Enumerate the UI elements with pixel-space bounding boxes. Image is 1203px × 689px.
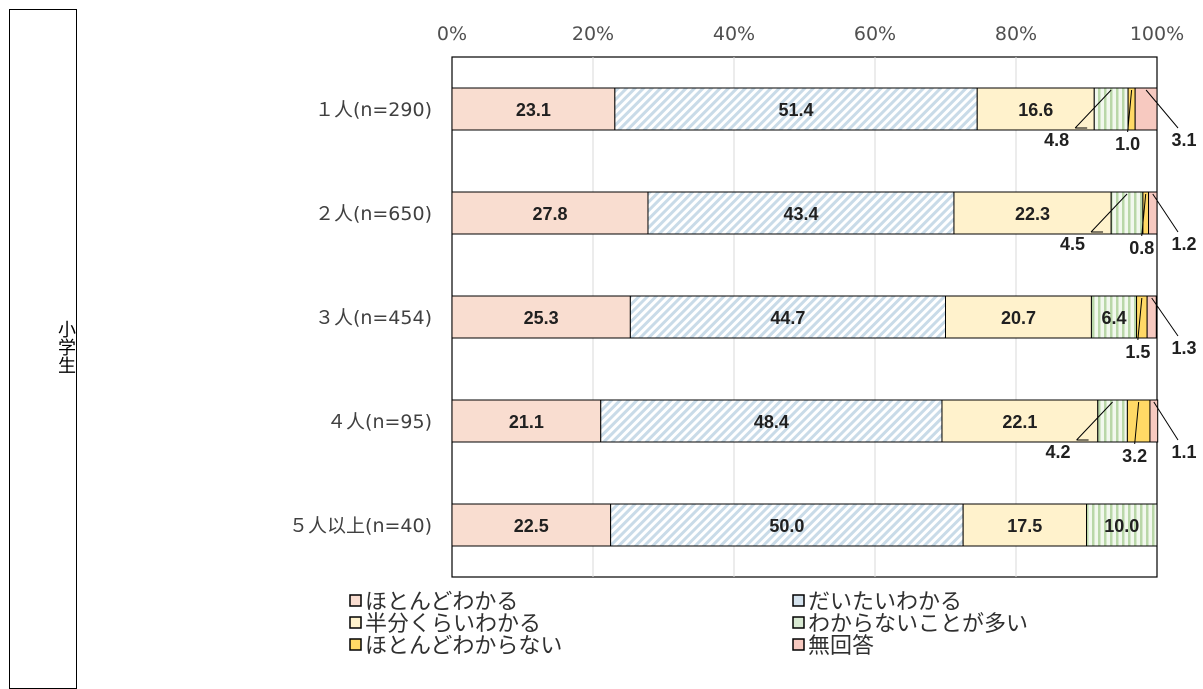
value-label: 48.4 — [754, 412, 789, 432]
bar-segment — [1110, 191, 1144, 235]
bar-segment — [1097, 399, 1128, 443]
category-label: ５人以上(n=40) — [289, 515, 432, 537]
leader-line — [1134, 401, 1140, 445]
x-tick-label: 100% — [1130, 23, 1184, 45]
legend-label: 無回答 — [808, 634, 874, 659]
legend-swatch — [349, 594, 362, 607]
category-labels: １人(n=290) ２人(n=650) ３人(n=454) ４人(n=95) ５人以上(… — [289, 99, 432, 537]
leader-line — [1152, 193, 1179, 233]
bar-segment — [451, 87, 616, 131]
legend-swatch — [792, 638, 805, 651]
value-label: 10.0 — [1104, 516, 1139, 536]
value-label: 0.8 — [1129, 238, 1154, 258]
x-tick-label: 20% — [572, 23, 614, 45]
bar-segment — [600, 399, 943, 443]
legend-label: ほとんどわかる — [365, 590, 518, 615]
leader-line — [1127, 89, 1133, 133]
bar-segment — [1093, 87, 1129, 131]
leader-line — [1151, 297, 1179, 337]
value-label: 51.4 — [779, 100, 814, 120]
legend-swatch — [349, 616, 362, 629]
leader-line — [1145, 89, 1179, 129]
bar-segment — [451, 503, 612, 547]
value-label: 20.7 — [1001, 308, 1036, 328]
bar-segment — [941, 399, 1099, 443]
value-label: 1.0 — [1115, 134, 1140, 154]
value-label: 21.1 — [509, 412, 544, 432]
category-label: ２人(n=650) — [315, 203, 432, 225]
bar-segment — [976, 87, 1095, 131]
legend-label: わからないことが多い — [808, 612, 1028, 637]
value-label: 22.5 — [514, 516, 549, 536]
category-label: ３人(n=454) — [315, 307, 432, 329]
leader-line — [1141, 193, 1147, 237]
value-label: 4.2 — [1046, 442, 1071, 462]
group-label: 小学生 — [55, 320, 76, 374]
legend-label: ほとんどわからない — [365, 634, 562, 659]
value-label: 1.5 — [1125, 342, 1150, 362]
x-tick-label: 60% — [854, 23, 896, 45]
bar-segment — [1149, 399, 1159, 443]
x-tick-label: 80% — [995, 23, 1037, 45]
bar-segment — [451, 295, 631, 339]
legend-swatch — [349, 638, 362, 651]
value-label: 27.8 — [532, 204, 567, 224]
x-tick-label: 0% — [437, 23, 467, 45]
value-label: 1.3 — [1171, 338, 1196, 358]
bar-segment — [945, 295, 1092, 339]
leader-line — [1074, 89, 1112, 129]
value-label: 43.4 — [783, 204, 818, 224]
category-label: ４人(n=95) — [327, 411, 432, 433]
value-label: 44.7 — [770, 308, 805, 328]
value-label: 22.1 — [1002, 412, 1037, 432]
bar-segment — [962, 503, 1087, 547]
value-label: 4.8 — [1044, 130, 1069, 150]
value-label: 1.2 — [1171, 234, 1196, 254]
legend-label: だいたいわかる — [808, 590, 962, 615]
value-label: 6.4 — [1101, 308, 1126, 328]
legend-label: 半分くらいわかる — [365, 612, 541, 637]
value-label: 3.2 — [1122, 446, 1147, 466]
leader-line — [1137, 297, 1143, 341]
leader-line — [1090, 193, 1128, 233]
bar-segment — [451, 399, 602, 443]
value-label: 17.5 — [1007, 516, 1042, 536]
bar-segment — [614, 87, 978, 131]
bar-segment — [647, 191, 955, 235]
value-label: 22.3 — [1015, 204, 1050, 224]
value-label: 25.3 — [524, 308, 559, 328]
legend-swatch — [792, 616, 805, 629]
bar-segment — [610, 503, 964, 547]
leader-line — [1153, 401, 1179, 441]
value-label: 16.6 — [1018, 100, 1053, 120]
bar-segment — [1086, 503, 1158, 547]
bar-segment — [1090, 295, 1138, 339]
value-labels: 23.1 51.4 16.6 4.8 1.0 3.1 27.8 43.4 22.3 4.5 0.8 1… — [509, 89, 1197, 536]
bar-segment — [1148, 191, 1158, 235]
bar-segment — [1146, 295, 1157, 339]
value-label: 4.5 — [1060, 234, 1085, 254]
x-tick-label: 40% — [713, 23, 755, 45]
value-label: 23.1 — [516, 100, 551, 120]
bar-segment — [629, 295, 946, 339]
leader-line — [1076, 401, 1113, 441]
legend-swatch — [792, 594, 805, 607]
value-label: 50.0 — [769, 516, 804, 536]
bar-segment — [953, 191, 1112, 235]
value-label: 3.1 — [1171, 130, 1196, 150]
bar-segment — [451, 191, 649, 235]
bars — [451, 87, 1159, 547]
category-label: １人(n=290) — [315, 99, 432, 121]
bar-segment — [1134, 87, 1158, 131]
x-axis-ticks: 0% 20% 40% 60% 80% 100% — [437, 23, 1184, 45]
value-label: 1.1 — [1171, 442, 1196, 462]
